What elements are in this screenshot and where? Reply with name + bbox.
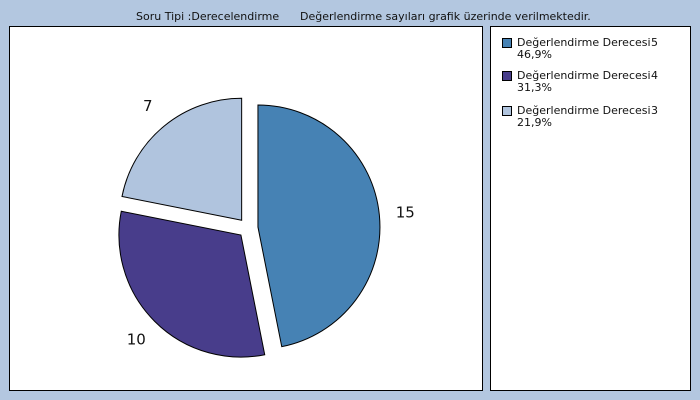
legend-label: Değerlendirme Derecesi xyxy=(517,69,651,82)
legend-panel: Değerlendirme Derecesi 5 46,9% Değerlend… xyxy=(490,26,691,391)
chart-panel: 15 10 7 xyxy=(9,26,483,391)
legend-percent: 31,3% xyxy=(517,81,552,94)
legend-label: Değerlendirme Derecesi xyxy=(517,36,651,49)
legend-swatch xyxy=(502,106,512,116)
legend-number: 5 xyxy=(651,36,658,49)
legend-label: Değerlendirme Derecesi xyxy=(517,104,651,117)
question-type-label: Soru Tipi :Derecelendirme xyxy=(136,10,280,23)
pie-slice xyxy=(118,210,266,358)
legend-number: 3 xyxy=(651,104,658,117)
slice-value-label: 15 xyxy=(396,204,415,222)
slice-value-label: 10 xyxy=(127,331,146,349)
slice-value-label: 7 xyxy=(143,97,153,115)
pie-slice xyxy=(257,104,381,348)
legend-number: 4 xyxy=(651,69,658,82)
legend-percent: 46,9% xyxy=(517,48,552,61)
pie-chart: 15 10 7 xyxy=(118,97,415,358)
pie-slice xyxy=(121,97,243,221)
legend-swatch xyxy=(502,71,512,81)
legend-percent: 21,9% xyxy=(517,116,552,129)
chart-description: Değerlendirme sayıları grafik üzerinde v… xyxy=(300,10,591,23)
legend-swatch xyxy=(502,38,512,48)
